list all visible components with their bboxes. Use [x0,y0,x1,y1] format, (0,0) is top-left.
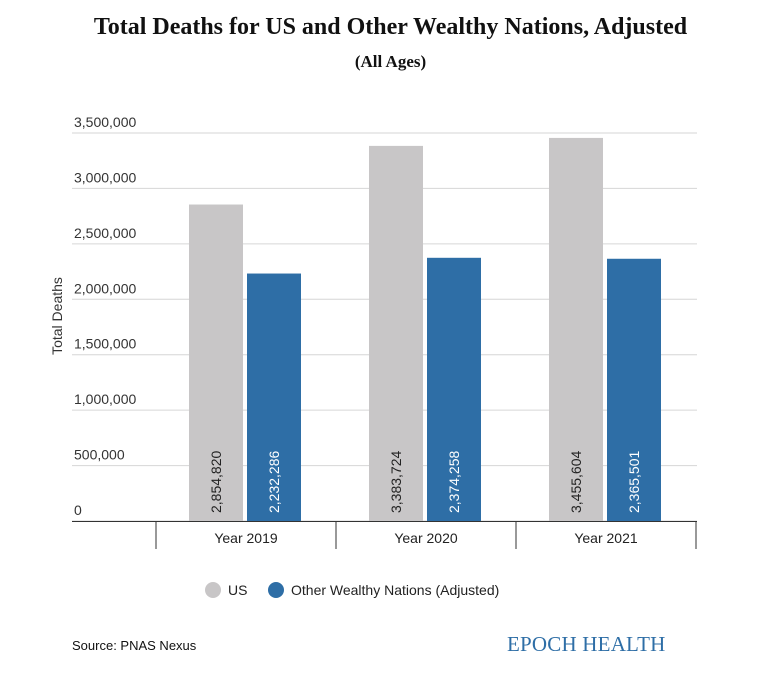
bar [247,273,301,521]
bar-value-label: 2,374,258 [446,451,462,513]
legend-label: US [228,582,247,598]
chart-subtitle: (All Ages) [354,52,427,71]
chart-title: Total Deaths for US and Other Wealthy Na… [93,14,688,40]
y-tick-label: 2,000,000 [74,280,136,296]
y-tick-label: 2,500,000 [74,225,136,241]
bar-value-label: 3,383,724 [388,451,404,513]
bar [549,137,603,521]
y-tick-label: 0 [74,502,82,518]
x-tick-label: Year 2019 [214,530,278,546]
legend-label: Other Wealthy Nations (Adjusted) [291,582,499,598]
y-axis-label: Total Deaths [49,277,65,355]
source-note: Source: PNAS Nexus [72,638,197,653]
x-tick-label: Year 2020 [394,530,458,546]
bar-value-label: 3,455,604 [568,451,584,513]
y-tick-label: 3,000,000 [74,169,136,185]
bar-value-label: 2,232,286 [266,451,282,513]
y-tick-label: 1,500,000 [74,336,136,352]
x-tick-label: Year 2021 [574,530,638,546]
bar [427,257,481,521]
brand-logo: EPOCH HEALTH [507,632,666,656]
y-tick-label: 500,000 [74,447,125,463]
bar [607,258,661,521]
y-tick-label: 1,000,000 [74,391,136,407]
legend-swatch [268,582,284,598]
legend-swatch [205,582,221,598]
bar [189,204,243,521]
bar-value-label: 2,854,820 [208,451,224,513]
y-tick-label: 3,500,000 [74,114,136,130]
bar [369,145,423,522]
bar-value-label: 2,365,501 [626,451,642,513]
